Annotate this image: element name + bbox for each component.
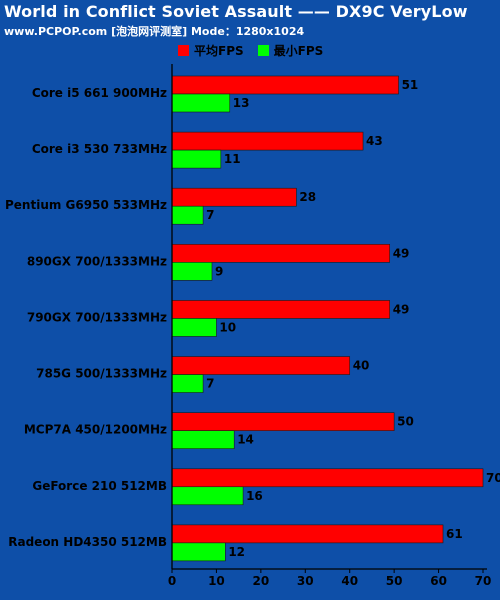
x-tick-label: 70 (475, 574, 492, 588)
data-label: 50 (397, 415, 414, 429)
legend-item-min: 最小FPS (257, 42, 324, 59)
legend: 平均FPS 最小FPS (178, 41, 323, 59)
bar-avg-fps (171, 131, 364, 151)
data-label: 10 (219, 320, 236, 334)
bar-avg-fps (171, 356, 351, 375)
bar-min-fps (171, 149, 222, 169)
x-tick-label: 30 (297, 574, 314, 588)
bar-avg-fps (171, 187, 297, 207)
x-tick-label: 0 (168, 574, 176, 588)
x-tick-label: 50 (386, 574, 403, 588)
x-tick-label: 60 (430, 574, 447, 588)
data-label: 49 (393, 246, 410, 260)
bar-min-fps (171, 374, 204, 393)
bar-min-fps (171, 93, 231, 113)
category-label: Radeon HD4350 512MB (8, 535, 167, 549)
data-label: 40 (353, 359, 370, 373)
data-label: 43 (366, 134, 383, 148)
bar-avg-fps (171, 412, 395, 431)
bar-min-fps (171, 318, 217, 337)
bar-avg-fps (171, 244, 390, 263)
data-label: 7 (206, 208, 214, 222)
chart-subtitle: www.PCPOP.com [泡泡网评测室] Mode：1280x1024 (4, 25, 305, 38)
bar-min-fps (171, 262, 213, 281)
chart-title: World in Conflict Soviet Assault —— DX9C… (4, 2, 468, 21)
data-label: 7 (206, 377, 214, 391)
legend-swatch-avg (178, 44, 189, 56)
bar-avg-fps (171, 300, 390, 319)
x-tick-label: 40 (341, 574, 358, 588)
data-label: 70 (486, 471, 500, 485)
data-label: 51 (402, 78, 419, 92)
data-label: 16 (246, 489, 263, 503)
bar-avg-fps (171, 75, 399, 95)
category-label: MCP7A 450/1200MHz (24, 423, 167, 437)
data-label: 14 (237, 433, 254, 447)
x-tick-label: 20 (253, 574, 270, 588)
category-label: Core i3 530 733MHz (32, 142, 167, 156)
category-label: Core i5 661 900MHz (32, 86, 167, 100)
legend-label-min: 最小FPS (273, 43, 324, 58)
category-label: 785G 500/1333MHz (36, 367, 167, 381)
data-label: 13 (233, 96, 250, 110)
category-label: 890GX 700/1333MHz (27, 254, 167, 268)
bar-min-fps (171, 486, 244, 506)
data-label: 61 (446, 527, 463, 541)
bar-min-fps (171, 205, 204, 225)
data-label: 9 (215, 264, 223, 278)
x-tick-label: 10 (208, 574, 225, 588)
legend-swatch-min (257, 44, 269, 56)
category-label: GeForce 210 512MB (32, 479, 167, 493)
data-label: 49 (393, 302, 410, 316)
bar-min-fps (171, 542, 226, 562)
legend-item-avg: 平均FPS (178, 42, 244, 59)
data-label: 12 (228, 545, 245, 559)
category-label: Pentium G6950 533MHz (5, 198, 167, 212)
bar-avg-fps (171, 524, 444, 544)
data-label: 28 (299, 190, 316, 204)
bar-min-fps (171, 430, 235, 449)
category-label: 790GX 700/1333MHz (27, 310, 167, 324)
legend-label-avg: 平均FPS (194, 43, 244, 58)
data-label: 11 (224, 152, 241, 166)
bar-avg-fps (171, 468, 484, 488)
